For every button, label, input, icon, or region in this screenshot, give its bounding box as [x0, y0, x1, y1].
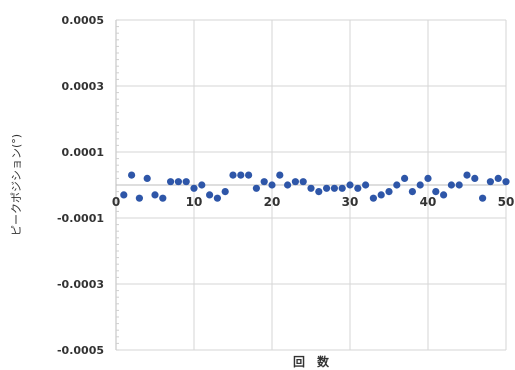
y-tick-label: -0.0005: [57, 344, 104, 357]
data-point: [440, 191, 448, 199]
data-point: [307, 184, 315, 192]
data-point: [237, 171, 245, 179]
y-axis-title: ピークポジション(°): [10, 134, 23, 236]
data-point: [362, 181, 370, 189]
y-tick-label: 0.0001: [62, 146, 104, 159]
data-point: [424, 174, 432, 182]
data-point: [408, 188, 416, 196]
x-tick-label: 40: [420, 195, 437, 209]
data-point: [174, 178, 182, 186]
data-point: [369, 194, 377, 202]
data-point: [432, 188, 440, 196]
x-axis-title: 回 数: [293, 354, 330, 369]
data-point: [486, 178, 494, 186]
data-point: [268, 181, 276, 189]
data-point: [221, 188, 229, 196]
data-point: [143, 174, 151, 182]
y-tick-label: 0.0005: [62, 14, 104, 27]
data-point: [354, 184, 362, 192]
x-tick-label: 20: [264, 195, 281, 209]
data-point: [284, 181, 292, 189]
data-points: [120, 171, 510, 202]
y-tick-label: -0.0001: [57, 212, 104, 225]
data-point: [346, 181, 354, 189]
data-point: [494, 174, 502, 182]
data-point: [213, 194, 221, 202]
x-tick-label: 10: [186, 195, 203, 209]
data-point: [502, 178, 510, 186]
data-point: [198, 181, 206, 189]
data-point: [377, 191, 385, 199]
data-point: [151, 191, 159, 199]
data-point: [190, 184, 198, 192]
data-point: [120, 191, 128, 199]
data-point: [401, 174, 409, 182]
x-tick-label: 0: [112, 195, 120, 209]
y-tick-label: 0.0003: [62, 80, 104, 93]
data-point: [416, 181, 424, 189]
data-point: [291, 178, 299, 186]
x-tick-label: 30: [342, 195, 359, 209]
data-point: [135, 194, 143, 202]
data-point: [479, 194, 487, 202]
y-tick-label: -0.0003: [57, 278, 104, 291]
data-point: [128, 171, 136, 179]
data-point: [167, 178, 175, 186]
data-point: [252, 184, 260, 192]
data-point: [393, 181, 401, 189]
data-point: [455, 181, 463, 189]
data-point: [276, 171, 284, 179]
data-point: [159, 194, 167, 202]
y-tick-labels: 0.0005 0.0003 0.0001 -0.0001 -0.0003 -0.0005: [57, 14, 104, 357]
data-point: [182, 178, 190, 186]
data-point: [323, 184, 331, 192]
data-point: [385, 188, 393, 196]
data-point: [471, 174, 479, 182]
data-point: [338, 184, 346, 192]
data-point: [229, 171, 237, 179]
data-point: [206, 191, 214, 199]
data-point: [463, 171, 471, 179]
data-point: [260, 178, 268, 186]
x-tick-labels: 0 10 20 30 40 50: [112, 195, 515, 209]
data-point: [447, 181, 455, 189]
data-point: [330, 184, 338, 192]
x-tick-label: 50: [498, 195, 515, 209]
data-point: [315, 188, 323, 196]
data-point: [245, 171, 253, 179]
data-point: [299, 178, 307, 186]
